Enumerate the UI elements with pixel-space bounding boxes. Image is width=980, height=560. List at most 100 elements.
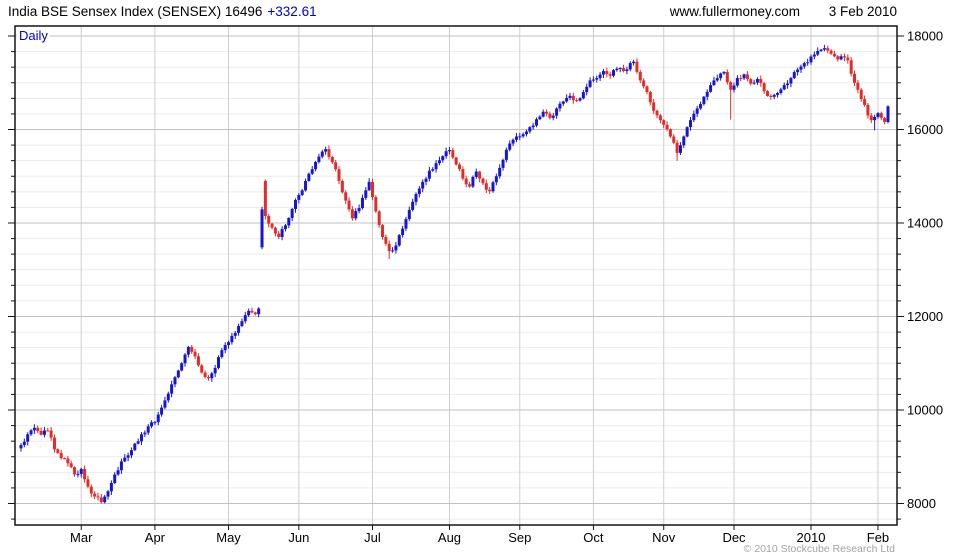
candle xyxy=(180,362,184,372)
candle xyxy=(186,345,190,358)
candle xyxy=(518,132,522,141)
candle xyxy=(538,115,542,121)
candle xyxy=(374,195,378,213)
page-title: India BSE Sensex Index (SENSEX) 16496 +33… xyxy=(8,4,317,19)
candle xyxy=(293,198,297,213)
candle xyxy=(608,71,612,79)
candle xyxy=(648,90,652,106)
candle xyxy=(280,226,284,241)
candle xyxy=(73,466,77,477)
candle xyxy=(29,429,33,436)
x-axis-tick-label: May xyxy=(216,530,241,545)
candle xyxy=(391,247,395,253)
candle xyxy=(568,92,572,101)
candle xyxy=(668,128,672,138)
candle xyxy=(702,95,706,106)
candle xyxy=(99,493,103,504)
candle xyxy=(809,54,813,65)
x-axis-tick-label: Jul xyxy=(364,530,381,545)
candle xyxy=(253,311,257,316)
candle xyxy=(116,466,120,476)
candle xyxy=(417,186,421,198)
candle xyxy=(792,70,796,80)
candle xyxy=(779,87,783,95)
candle xyxy=(494,173,498,186)
candle xyxy=(140,431,144,446)
candle xyxy=(250,307,254,314)
candle xyxy=(755,77,759,85)
candle xyxy=(156,411,160,426)
grid-minor-lines xyxy=(15,51,897,520)
candle xyxy=(514,133,518,143)
candle xyxy=(709,82,713,93)
candle xyxy=(685,126,689,138)
candle xyxy=(575,98,579,103)
candle xyxy=(765,90,769,97)
candle xyxy=(585,83,589,96)
candle xyxy=(46,427,50,432)
candle xyxy=(56,448,60,454)
candle xyxy=(458,162,462,172)
candle xyxy=(839,54,843,61)
candle xyxy=(230,332,234,345)
candle xyxy=(166,391,170,403)
candle xyxy=(26,432,30,446)
candle xyxy=(357,204,361,214)
candle xyxy=(273,226,277,237)
candle xyxy=(367,178,371,191)
candle xyxy=(615,66,619,72)
candle xyxy=(76,470,80,478)
x-axis-tick-label: Apr xyxy=(145,530,166,545)
candle xyxy=(501,158,505,171)
candle xyxy=(153,420,157,426)
candle xyxy=(822,44,826,52)
candle xyxy=(283,224,287,232)
candle xyxy=(581,89,585,100)
candle xyxy=(725,69,729,85)
candle xyxy=(217,355,221,370)
candle xyxy=(471,175,475,188)
candle xyxy=(535,117,539,128)
candle xyxy=(324,146,328,155)
candle xyxy=(612,68,616,78)
candle xyxy=(233,331,237,340)
candle xyxy=(247,308,251,317)
x-axis-tick-label: Nov xyxy=(652,530,676,545)
candle xyxy=(193,348,197,360)
x-axis-tick-label: Aug xyxy=(438,530,461,545)
candle xyxy=(618,67,622,73)
candle xyxy=(387,240,391,259)
candle xyxy=(782,82,786,91)
candle xyxy=(381,224,385,240)
candle xyxy=(290,207,294,222)
candle xyxy=(32,424,36,434)
candle xyxy=(143,430,147,438)
candle xyxy=(427,166,431,182)
candle xyxy=(873,114,877,131)
candle xyxy=(886,105,890,124)
candle xyxy=(136,438,140,445)
candle xyxy=(411,198,415,212)
candle xyxy=(474,168,478,179)
candle xyxy=(337,166,341,185)
candle xyxy=(267,213,271,228)
candle xyxy=(876,112,880,119)
candle xyxy=(468,181,472,188)
candle xyxy=(210,371,214,382)
candle xyxy=(160,405,164,417)
candle xyxy=(277,230,281,240)
candle xyxy=(320,149,324,159)
candle xyxy=(454,156,458,166)
candle xyxy=(163,396,167,410)
candle xyxy=(856,80,860,94)
candle xyxy=(762,81,766,94)
candle xyxy=(488,186,492,194)
candle xyxy=(712,76,716,86)
grid-month-lines xyxy=(80,26,879,525)
candle xyxy=(310,166,314,176)
candle xyxy=(404,216,408,232)
candle xyxy=(340,179,344,194)
x-axis-tick-label: Jun xyxy=(288,530,309,545)
candle xyxy=(739,74,743,82)
